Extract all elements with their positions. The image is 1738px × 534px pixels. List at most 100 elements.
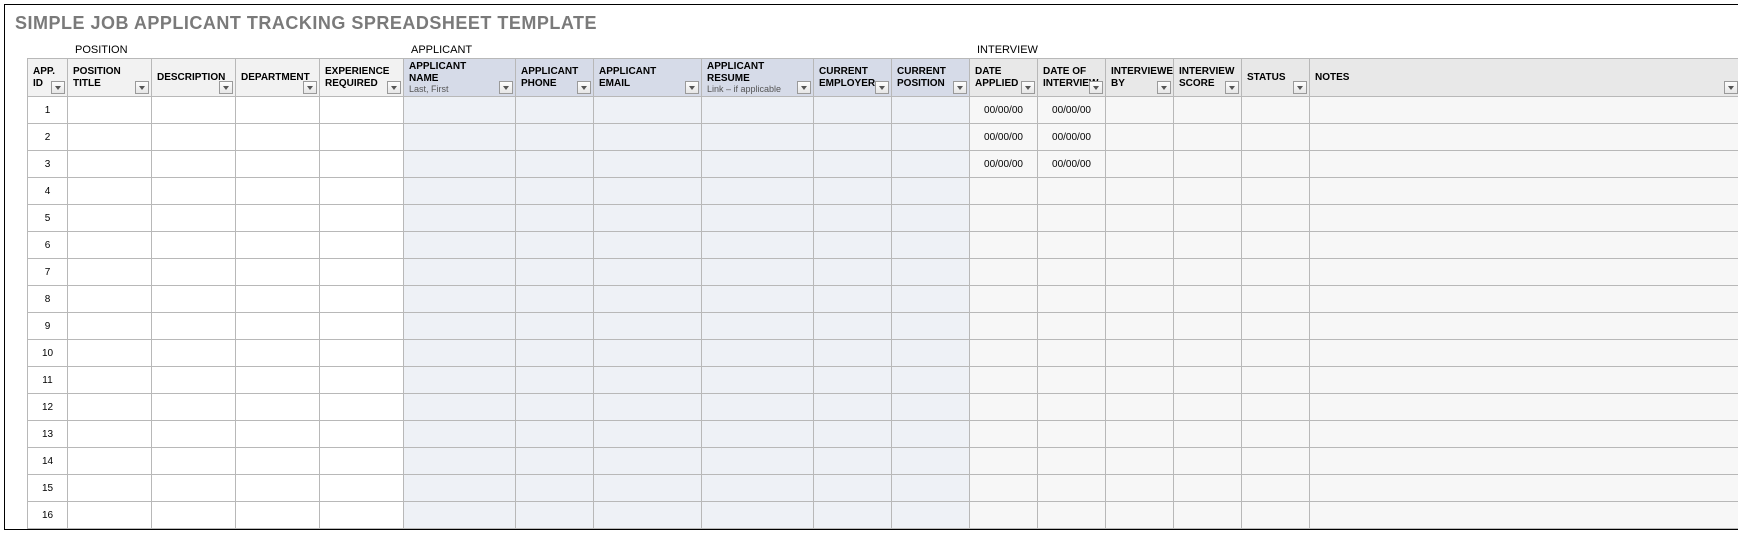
cell-applicant-email[interactable] [594, 340, 702, 367]
cell-applicant-phone[interactable] [516, 529, 594, 530]
cell-applicant-email[interactable] [594, 367, 702, 394]
cell-date-applied[interactable] [970, 232, 1038, 259]
cell-app-id[interactable]: 10 [28, 340, 68, 367]
cell-experience-required[interactable] [320, 475, 404, 502]
cell-interviewed-by[interactable] [1106, 124, 1174, 151]
cell-applicant-resume[interactable] [702, 502, 814, 529]
cell-applicant-name[interactable] [404, 178, 516, 205]
cell-applicant-resume[interactable] [702, 124, 814, 151]
cell-app-id[interactable]: 2 [28, 124, 68, 151]
cell-position-title[interactable] [68, 259, 152, 286]
cell-interviewed-by[interactable] [1106, 367, 1174, 394]
cell-applicant-name[interactable] [404, 502, 516, 529]
cell-applicant-resume[interactable] [702, 151, 814, 178]
column-header-date-applied[interactable]: DATE APPLIED [970, 59, 1038, 97]
cell-applicant-email[interactable] [594, 502, 702, 529]
cell-applicant-name[interactable] [404, 448, 516, 475]
cell-position-title[interactable] [68, 205, 152, 232]
filter-dropdown-icon[interactable] [1021, 81, 1035, 94]
cell-experience-required[interactable] [320, 394, 404, 421]
cell-applicant-resume[interactable] [702, 529, 814, 530]
cell-current-position[interactable] [892, 529, 970, 530]
cell-interviewed-by[interactable] [1106, 232, 1174, 259]
cell-description[interactable] [152, 313, 236, 340]
cell-current-employer[interactable] [814, 313, 892, 340]
cell-applicant-resume[interactable] [702, 97, 814, 124]
cell-interview-score[interactable] [1174, 394, 1242, 421]
cell-position-title[interactable] [68, 151, 152, 178]
cell-current-position[interactable] [892, 259, 970, 286]
cell-department[interactable] [236, 394, 320, 421]
cell-status[interactable] [1242, 529, 1310, 530]
cell-current-position[interactable] [892, 124, 970, 151]
cell-notes[interactable] [1310, 97, 1738, 124]
column-header-applicant-phone[interactable]: APPLICANT PHONE [516, 59, 594, 97]
column-header-applicant-name[interactable]: APPLICANT NAMELast, First [404, 59, 516, 97]
cell-current-employer[interactable] [814, 97, 892, 124]
cell-app-id[interactable]: 7 [28, 259, 68, 286]
cell-description[interactable] [152, 286, 236, 313]
column-header-current-position[interactable]: CURRENT POSITION [892, 59, 970, 97]
filter-dropdown-icon[interactable] [875, 81, 889, 94]
cell-app-id[interactable]: 4 [28, 178, 68, 205]
cell-interviewed-by[interactable] [1106, 313, 1174, 340]
filter-dropdown-icon[interactable] [577, 81, 591, 94]
cell-description[interactable] [152, 178, 236, 205]
cell-notes[interactable] [1310, 448, 1738, 475]
cell-department[interactable] [236, 475, 320, 502]
cell-date-of-interview[interactable]: 00/00/00 [1038, 124, 1106, 151]
cell-applicant-email[interactable] [594, 232, 702, 259]
cell-applicant-resume[interactable] [702, 259, 814, 286]
cell-applicant-name[interactable] [404, 97, 516, 124]
cell-interviewed-by[interactable] [1106, 205, 1174, 232]
cell-interview-score[interactable] [1174, 97, 1242, 124]
cell-applicant-phone[interactable] [516, 97, 594, 124]
cell-position-title[interactable] [68, 178, 152, 205]
cell-applicant-email[interactable] [594, 124, 702, 151]
cell-current-position[interactable] [892, 340, 970, 367]
filter-dropdown-icon[interactable] [797, 81, 811, 94]
cell-applicant-phone[interactable] [516, 205, 594, 232]
cell-date-of-interview[interactable] [1038, 313, 1106, 340]
cell-status[interactable] [1242, 502, 1310, 529]
cell-applicant-resume[interactable] [702, 394, 814, 421]
cell-current-position[interactable] [892, 178, 970, 205]
cell-position-title[interactable] [68, 313, 152, 340]
cell-applicant-phone[interactable] [516, 151, 594, 178]
column-header-interview-score[interactable]: INTERVIEW SCORE [1174, 59, 1242, 97]
cell-date-of-interview[interactable] [1038, 475, 1106, 502]
cell-status[interactable] [1242, 124, 1310, 151]
cell-applicant-email[interactable] [594, 529, 702, 530]
cell-current-employer[interactable] [814, 502, 892, 529]
filter-dropdown-icon[interactable] [219, 81, 233, 94]
cell-status[interactable] [1242, 97, 1310, 124]
cell-current-employer[interactable] [814, 529, 892, 530]
cell-applicant-name[interactable] [404, 529, 516, 530]
cell-app-id[interactable]: 17 [28, 529, 68, 530]
cell-department[interactable] [236, 340, 320, 367]
cell-status[interactable] [1242, 205, 1310, 232]
cell-position-title[interactable] [68, 529, 152, 530]
cell-experience-required[interactable] [320, 367, 404, 394]
cell-applicant-name[interactable] [404, 475, 516, 502]
cell-experience-required[interactable] [320, 178, 404, 205]
filter-dropdown-icon[interactable] [953, 81, 967, 94]
cell-interviewed-by[interactable] [1106, 178, 1174, 205]
cell-current-employer[interactable] [814, 232, 892, 259]
cell-app-id[interactable]: 3 [28, 151, 68, 178]
cell-applicant-resume[interactable] [702, 475, 814, 502]
cell-status[interactable] [1242, 178, 1310, 205]
cell-current-position[interactable] [892, 313, 970, 340]
cell-department[interactable] [236, 232, 320, 259]
cell-applicant-name[interactable] [404, 367, 516, 394]
cell-current-position[interactable] [892, 367, 970, 394]
cell-notes[interactable] [1310, 178, 1738, 205]
cell-experience-required[interactable] [320, 97, 404, 124]
cell-applicant-name[interactable] [404, 421, 516, 448]
cell-notes[interactable] [1310, 313, 1738, 340]
cell-interviewed-by[interactable] [1106, 502, 1174, 529]
cell-current-position[interactable] [892, 421, 970, 448]
cell-current-position[interactable] [892, 502, 970, 529]
cell-applicant-name[interactable] [404, 151, 516, 178]
cell-description[interactable] [152, 394, 236, 421]
